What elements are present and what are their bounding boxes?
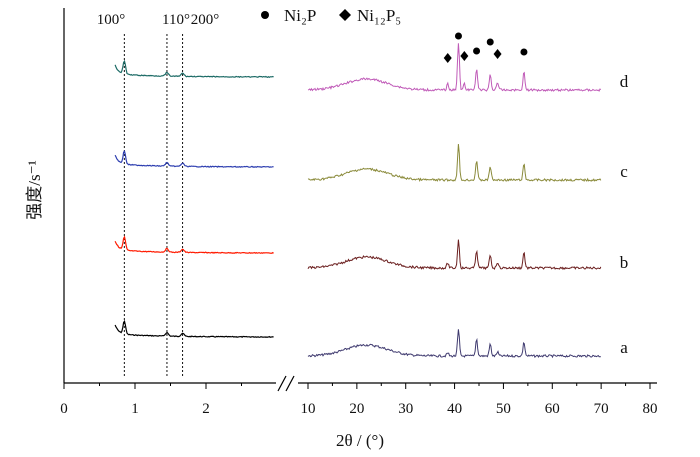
- x-tick-label: 80: [643, 401, 658, 417]
- reflection-label: 100°: [97, 12, 126, 28]
- ni2p-marker: [486, 38, 494, 46]
- ni2p-marker: [520, 48, 528, 56]
- x-tick-label: 70: [594, 401, 609, 417]
- wide-angle-trace-d: [307, 43, 602, 93]
- ni12p5-marker: [460, 51, 469, 61]
- wide-angle-trace-a: [307, 329, 601, 359]
- x-axis-title: 2θ / (°): [336, 431, 384, 450]
- reflection-guide-lines: [123, 34, 184, 377]
- x-tick-label: 60: [545, 401, 560, 417]
- ni12p5-marker: [493, 49, 502, 59]
- x-tick-label: 0: [60, 401, 68, 417]
- curve-label-c: c: [620, 162, 628, 181]
- curve-label-d: d: [620, 72, 629, 91]
- x-tick-label: 40: [447, 401, 462, 417]
- curve-label-a: a: [620, 338, 628, 357]
- traces: [114, 43, 602, 359]
- x-tick-label: 20: [349, 401, 364, 417]
- x-tick-label: 30: [398, 401, 413, 417]
- axis-break-mark: [277, 375, 287, 392]
- legend-circle-symbol: [261, 11, 269, 19]
- reflection-label: 200°: [191, 12, 220, 28]
- x-tick-label: 2: [202, 401, 210, 417]
- reflection-label: 110°: [162, 12, 190, 28]
- curve-label-b: b: [620, 253, 629, 272]
- legend: Ni₂P Ni₁₂P₅: [261, 6, 401, 25]
- legend-label-ni12p5: Ni₁₂P₅: [357, 6, 401, 25]
- x-tick-label: 10: [301, 401, 316, 417]
- x-tick-label: 50: [496, 401, 511, 417]
- low-angle-trace-a: [114, 319, 274, 338]
- axis-break-mark: [285, 375, 295, 392]
- phase-markers: [443, 32, 528, 63]
- ni12p5-marker: [443, 53, 452, 63]
- legend-label-ni2p: Ni₂P: [284, 6, 316, 25]
- low-angle-trace-d: [114, 59, 274, 79]
- y-axis-title: 强度/s⁻¹: [25, 160, 44, 219]
- axes: 0 1 2 10 20 30 40 50 60 70 80: [60, 8, 658, 417]
- wide-angle-trace-c: [307, 143, 602, 183]
- wide-angle-trace-b: [307, 239, 602, 271]
- labels: 100° 110° 200° a b c d 2θ / (°) 强度/s⁻¹: [25, 12, 629, 450]
- low-angle-trace-c: [114, 150, 274, 169]
- legend-diamond-symbol: [339, 9, 351, 21]
- ni2p-marker: [454, 32, 462, 40]
- low-angle-trace-b: [114, 235, 274, 254]
- x-tick-label: 1: [131, 401, 139, 417]
- ni2p-marker: [473, 47, 481, 55]
